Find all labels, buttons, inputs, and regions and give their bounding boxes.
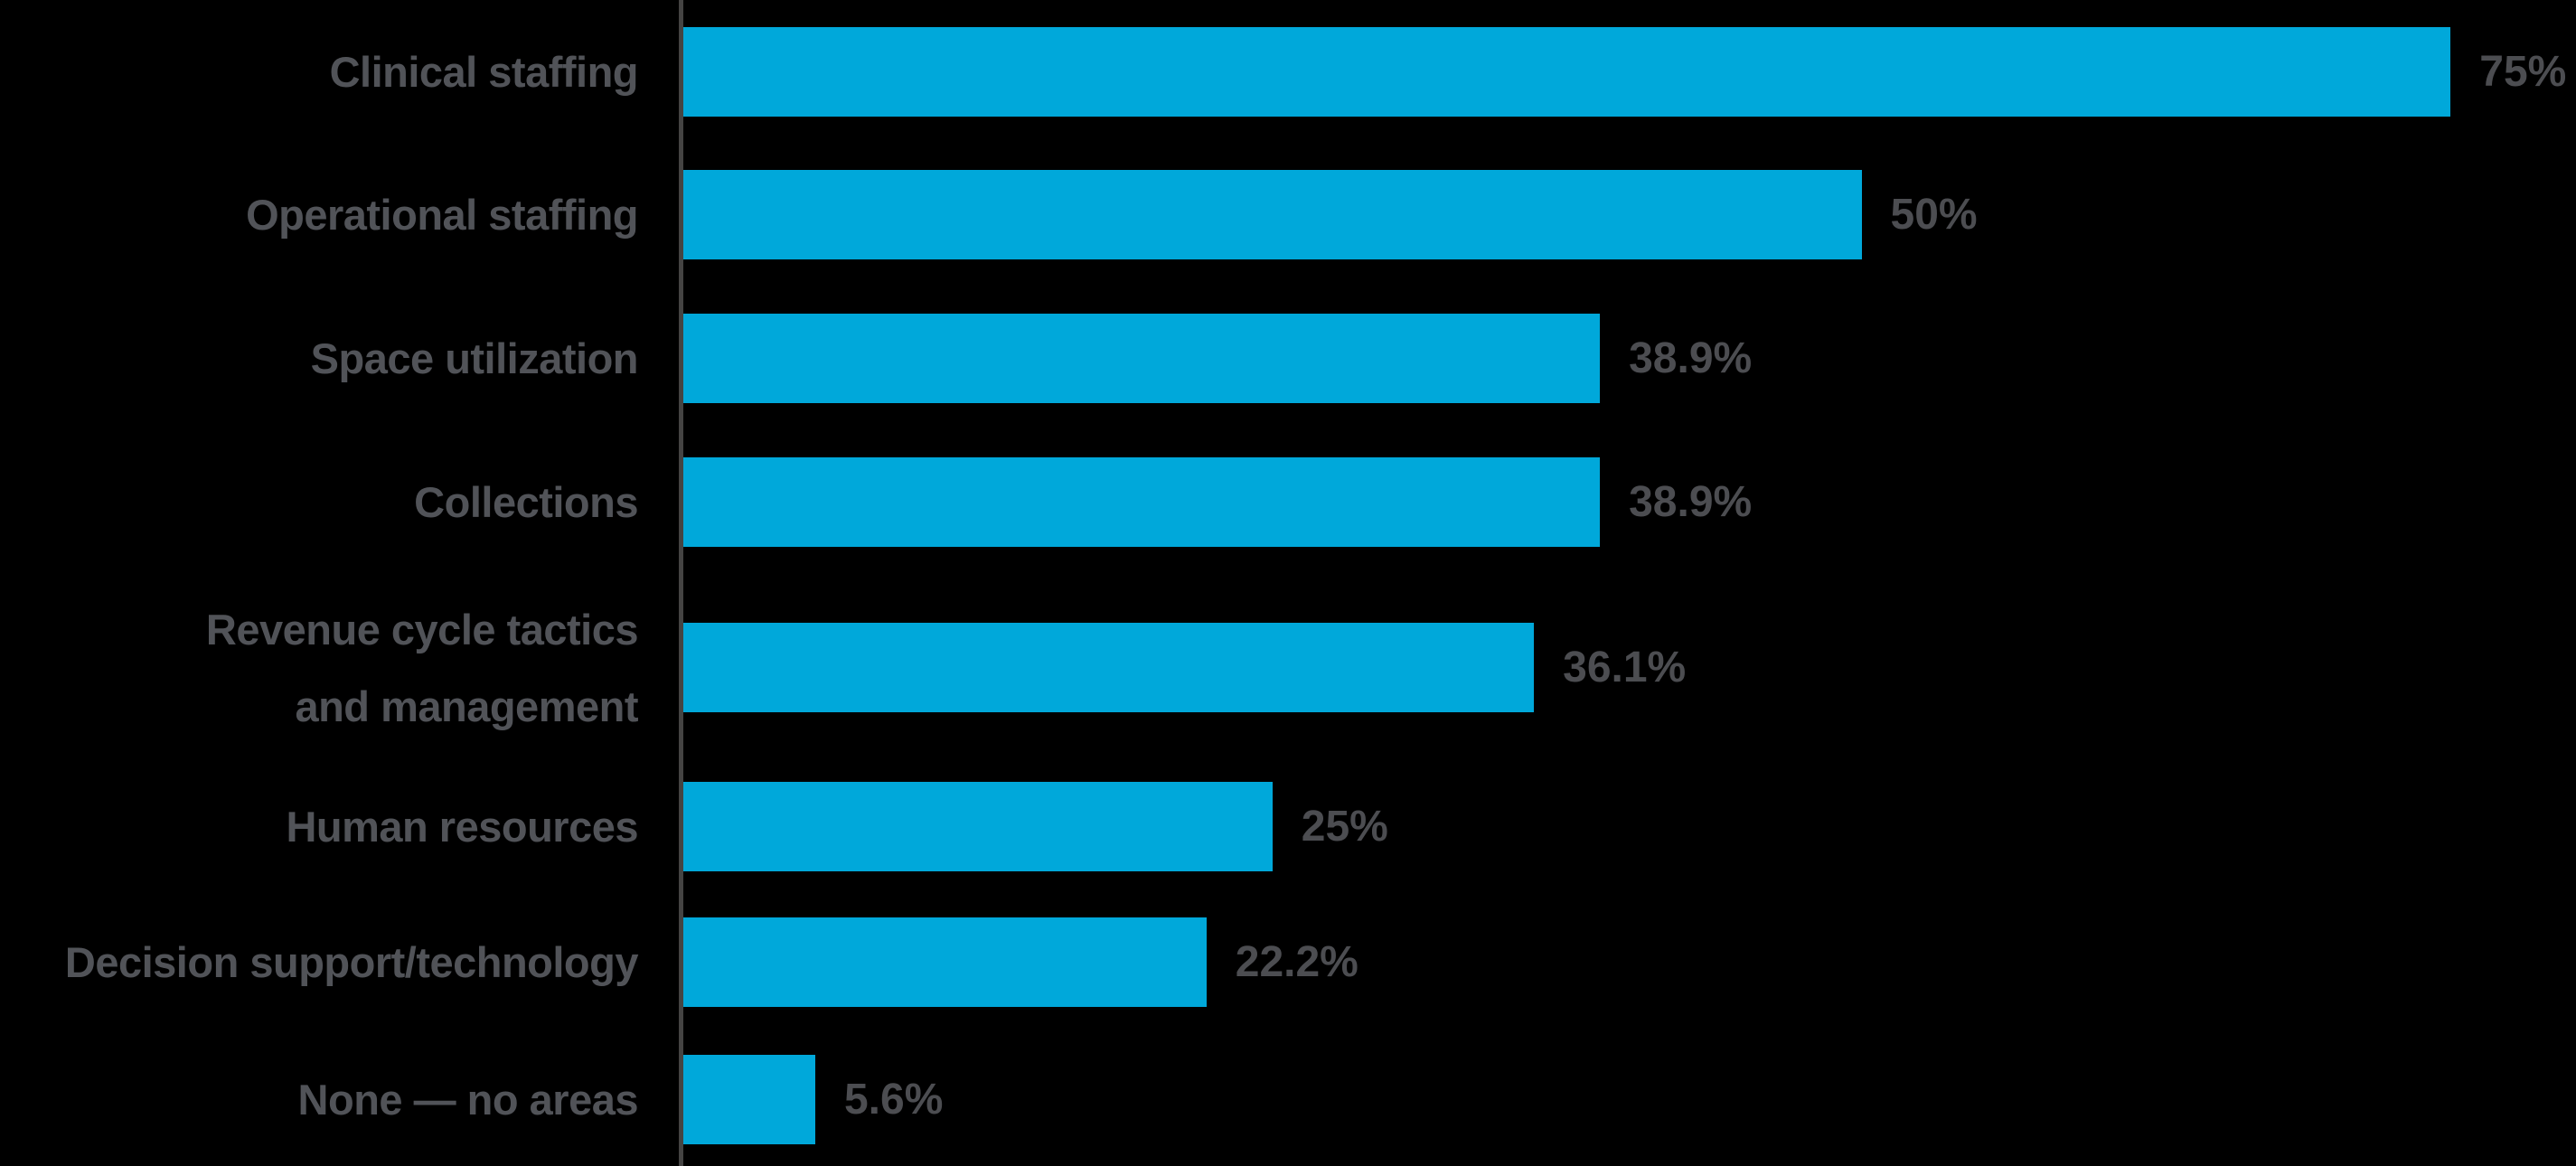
bar-row: Human resources 25%	[0, 782, 2576, 871]
bar	[683, 27, 2451, 117]
value-label: 25%	[1301, 803, 1388, 851]
category-label: None — no areas	[297, 1076, 639, 1124]
bar	[683, 457, 1601, 547]
bar-row: Collections 38.9%	[0, 457, 2576, 547]
bar-row: Operational staffing 50%	[0, 170, 2576, 259]
category-label: Decision support/technology	[64, 938, 639, 986]
category-label: Revenue cycle tactics and management	[205, 605, 639, 730]
bar-row: Clinical staffing 75%	[0, 27, 2576, 117]
bar-row: Space utilization 38.9%	[0, 314, 2576, 403]
value-label: 5.6%	[843, 1076, 944, 1124]
category-label: Operational staffing	[246, 191, 638, 239]
value-label: 50%	[1890, 191, 1978, 239]
bar	[683, 782, 1273, 871]
bar	[683, 917, 1207, 1007]
bar	[683, 623, 1535, 712]
value-label: 36.1%	[1563, 644, 1687, 691]
bar-row: Revenue cycle tactics and management 36.…	[0, 605, 2576, 730]
bar	[683, 1055, 815, 1144]
value-label: 38.9%	[1629, 478, 1753, 526]
value-label: 75%	[2479, 48, 2567, 96]
category-label: Collections	[414, 478, 638, 526]
value-label: 22.2%	[1235, 938, 1359, 986]
bar	[683, 314, 1601, 403]
category-label: Human resources	[286, 803, 638, 851]
y-axis-line	[679, 0, 683, 1166]
category-label: Clinical staffing	[329, 48, 639, 96]
bar	[683, 170, 1862, 259]
bar-row: None — no areas 5.6%	[0, 1055, 2576, 1144]
value-label: 38.9%	[1629, 334, 1753, 382]
bar-row: Decision support/technology 22.2%	[0, 917, 2576, 1007]
category-label: Space utilization	[310, 334, 639, 382]
